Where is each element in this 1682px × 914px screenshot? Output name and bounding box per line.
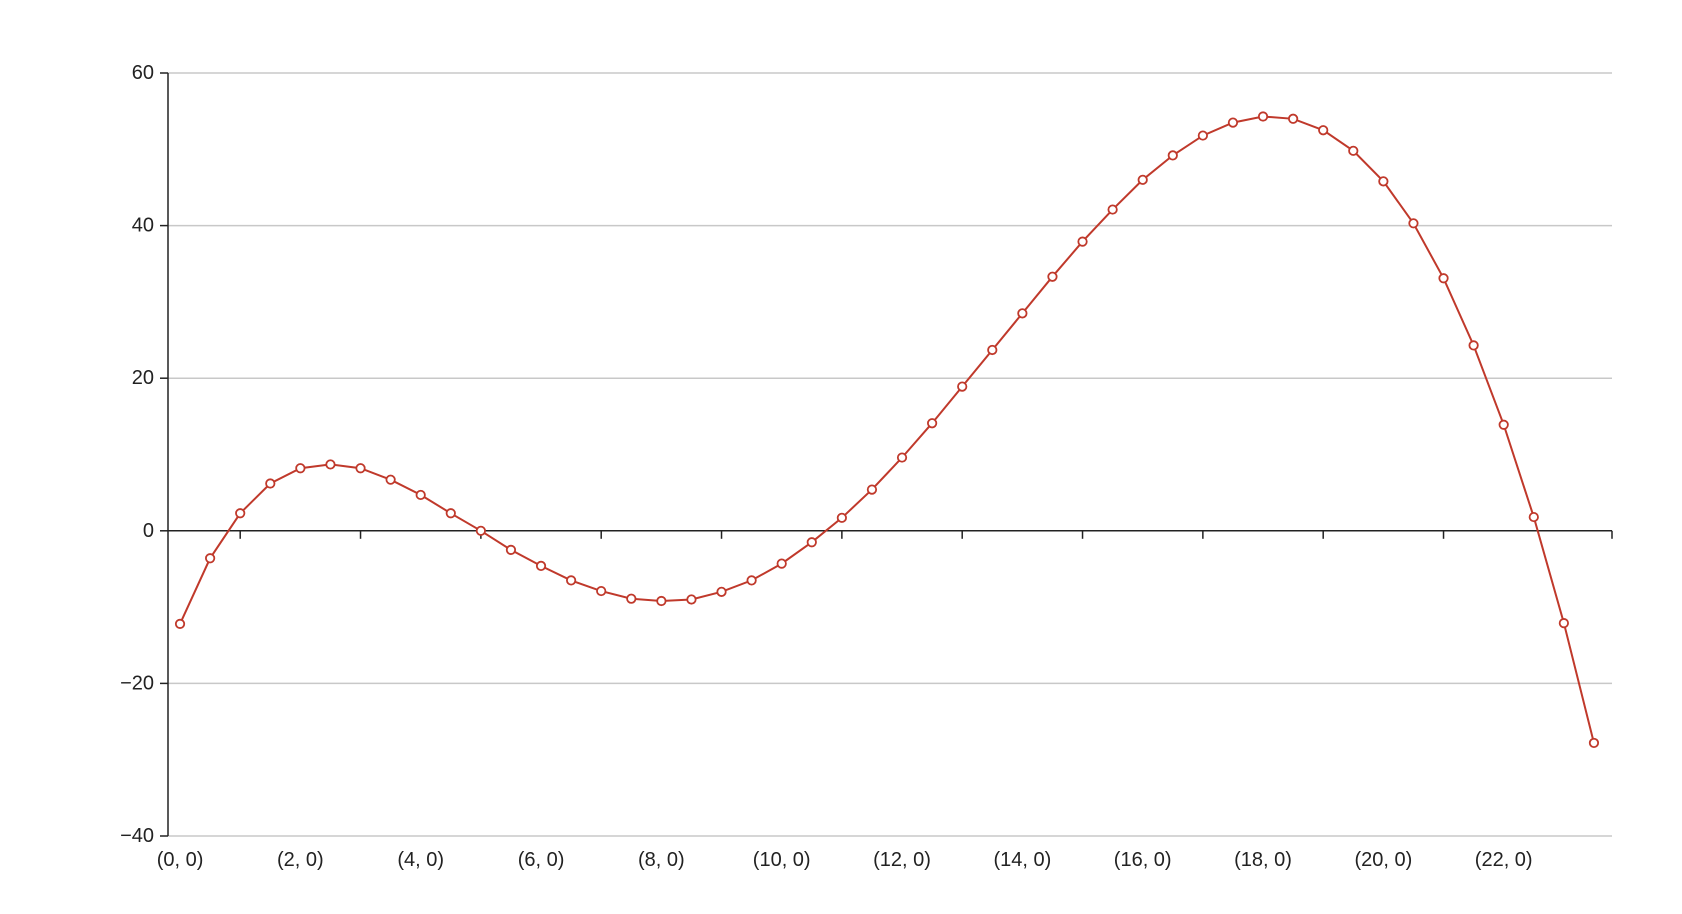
data-point [806,537,817,548]
axes [160,72,1613,837]
data-point [656,595,667,607]
data-point [235,508,246,519]
x-tick-label: (18, 0) [1234,849,1292,871]
y-tick-label: −40 [120,825,154,847]
x-tick-label: (22, 0) [1475,849,1533,871]
data-point [1348,145,1359,156]
data-point [1167,150,1178,161]
tick-labels: −40 −20 0 20 40 60 (0, 0) (2, 0) (4, 0) (6, 0) (8,… [120,62,1533,871]
data-point [265,478,276,489]
x-tick-label: (20, 0) [1354,849,1412,871]
data-point [957,381,968,392]
data-point [927,418,938,429]
y-tick-label: 60 [132,62,154,84]
data-point [445,508,456,519]
data-point [1408,218,1419,229]
x-tick-label: (16, 0) [1114,849,1172,871]
data-point [686,594,697,605]
data-point [626,593,637,604]
y-tick-label: 40 [132,215,154,237]
data-point [1047,271,1058,282]
data-point [987,344,998,356]
series-line [179,115,1595,744]
data-point [355,463,366,474]
data-point [1558,618,1569,629]
data-point [1378,176,1389,187]
data-point [1498,419,1509,430]
data-point [1227,117,1239,128]
data-series [174,111,1600,749]
data-point [1468,340,1479,351]
y-tick-label: −20 [120,672,154,694]
data-point [174,618,186,629]
x-tick-label: (6, 0) [518,849,565,871]
data-point [1077,236,1088,247]
data-point [1017,308,1028,319]
data-point [415,489,426,501]
data-point [385,474,396,485]
x-tick-label: (0, 0) [157,849,204,871]
data-point [505,544,517,555]
data-point [1438,273,1449,284]
x-tick-label: (12, 0) [873,849,931,871]
data-point [205,553,216,564]
data-point [716,586,727,597]
data-point [1318,125,1329,136]
data-point [866,484,878,495]
data-point [596,585,607,597]
x-tick-label: (10, 0) [753,849,811,871]
data-point [1257,111,1269,122]
data-point [475,525,486,536]
x-tick-label: (14, 0) [993,849,1051,871]
data-point [325,459,336,470]
data-point [1588,737,1600,749]
data-point [776,558,787,569]
grid-lines [168,72,1612,837]
data-point [896,452,908,463]
data-point [1137,174,1148,185]
data-point [535,560,547,571]
data-point [566,575,577,586]
data-point [1107,204,1118,215]
y-tick-label: 20 [132,367,154,389]
data-point [1528,511,1539,523]
x-tick-label: (8, 0) [638,849,685,871]
data-point [1197,130,1208,141]
data-point [836,512,847,523]
data-point [746,575,757,586]
data-point [295,463,306,474]
x-tick-label: (2, 0) [277,849,324,871]
data-point [1288,113,1299,124]
y-tick-label: 0 [143,520,154,542]
x-tick-label: (4, 0) [397,849,444,871]
